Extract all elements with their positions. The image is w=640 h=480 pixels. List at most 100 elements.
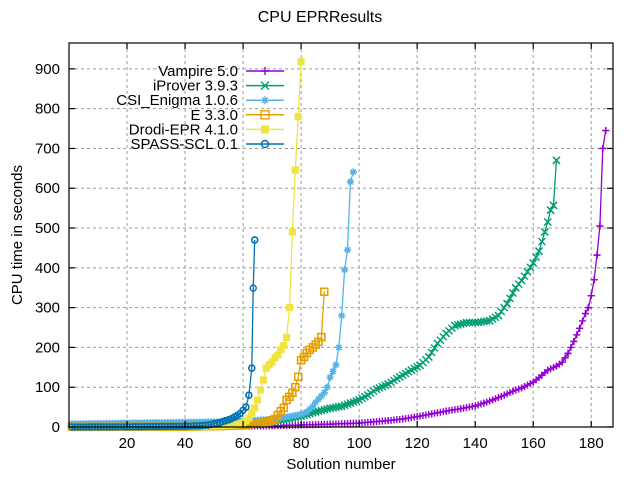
x-tick-label: 120 [405,435,430,452]
data-point-marker [264,417,274,426]
legend-label: CSI_Enigma 1.0.6 [116,92,238,109]
data-point-marker [500,303,509,312]
data-point-marker [561,354,569,362]
data-point-marker [497,307,506,316]
data-point-marker [291,166,299,174]
data-point-marker [509,387,517,395]
data-point-marker [489,396,497,404]
data-point-marker [482,317,491,326]
data-point-marker [335,343,343,351]
data-point-marker [233,421,241,429]
data-point-marker [526,263,535,272]
data-point-marker [552,156,561,165]
data-point-marker [413,413,421,421]
x-tick-label: 20 [119,435,136,452]
x-tick-label: 100 [347,435,372,452]
data-point-marker [268,358,276,366]
data-point-marker [450,321,459,330]
y-tick-label: 800 [35,101,60,118]
data-point-marker [249,284,257,292]
data-point-marker [500,391,508,399]
data-point-marker [511,283,520,292]
y-tick-label: 300 [35,300,60,317]
legend-item: SPASS-SCL 0.1 [130,136,284,153]
data-point-marker [297,410,305,418]
data-point-marker [599,144,607,152]
data-point-marker [286,304,294,312]
data-point-marker [428,410,436,418]
data-point-marker [259,418,268,427]
legend-item: Drodi-EPR 4.1.0 [129,121,284,138]
data-point-marker [297,58,305,66]
data-point-marker [424,352,433,361]
data-point-marker [346,178,354,186]
data-point-marker [395,372,404,381]
data-point-marker [274,351,282,359]
axis-ticks: 20 40 60 80 100 120 140 160 180 0 100 200 300 400 500 6… [35,43,613,452]
y-tick-label: 900 [35,61,60,78]
data-point-marker [344,246,352,254]
x-axis-label: Solution number [286,456,395,473]
plot-border [68,42,614,428]
data-point-marker [584,304,592,312]
data-point-marker [462,318,471,327]
data-point-marker [320,287,329,296]
data-point-marker [341,266,349,274]
data-point-marker [320,389,328,397]
data-point-marker [279,403,288,413]
data-point-marker [430,343,439,352]
data-point-marker [384,417,392,425]
y-tick-label: 200 [35,339,60,356]
series-spass-scl-0-1 [68,236,259,431]
data-point-marker [245,414,253,422]
data-point-marker [250,236,259,244]
data-point-marker [535,247,544,256]
data-point-marker [332,361,340,369]
data-point-marker [346,399,355,408]
series-line [71,171,354,425]
data-point-marker [256,386,264,394]
data-point-marker [442,329,451,338]
data-point-marker [329,367,337,375]
data-point-marker [538,371,546,379]
data-point-marker [433,339,442,348]
data-point-marker [309,402,317,410]
data-point-marker [567,343,575,351]
data-point-marker [300,409,308,417]
data-point-marker [195,422,204,430]
data-point-marker [245,391,253,399]
y-tick-label: 600 [35,180,60,197]
x-tick-label: 40 [177,435,194,452]
data-point-marker [261,67,269,75]
data-point-marker [384,380,393,389]
data-point-marker [399,415,407,423]
data-point-marker [277,346,285,354]
data-point-marker [564,349,572,357]
y-tick-label: 700 [35,140,60,157]
y-tick-label: 500 [35,220,60,237]
data-point-marker [537,237,546,246]
data-point-marker [317,406,326,415]
data-point-marker [471,402,479,410]
legend-label: E 3.3.0 [190,107,238,124]
data-point-marker [587,292,595,300]
data-point-marker [294,372,303,382]
data-point-marker [576,324,584,332]
series-csi-enigma-1-0-6 [68,168,357,428]
data-point-marker [529,259,538,268]
data-point-marker [506,294,514,303]
data-point-marker [303,408,311,416]
data-point-marker [242,403,250,411]
data-point-marker [283,333,291,341]
data-point-marker [315,395,323,403]
data-point-marker [579,317,587,325]
grid-lines [69,43,613,427]
data-point-marker [259,376,267,384]
data-point-marker [456,320,465,329]
data-point-marker [517,276,526,285]
data-point-marker [457,405,465,413]
data-point-marker [529,378,537,386]
legend-item: CSI_Enigma 1.0.6 [116,92,284,109]
